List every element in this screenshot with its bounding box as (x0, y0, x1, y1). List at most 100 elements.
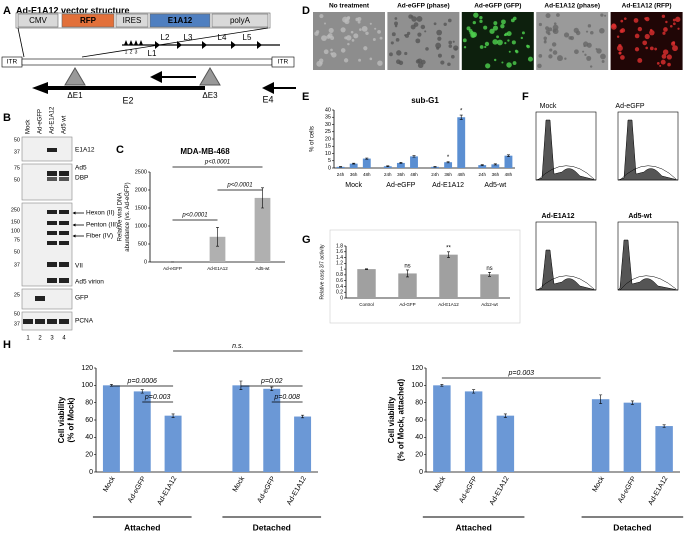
cell (394, 17, 398, 20)
histogram (617, 119, 679, 181)
cell (484, 41, 490, 47)
blot-band (35, 319, 45, 324)
x-tick-label: 36h (350, 172, 358, 177)
arrowhead (202, 41, 207, 49)
annotation: p=0.02 (260, 378, 283, 385)
cell (589, 65, 593, 68)
cell (417, 32, 422, 37)
label: ITR (278, 59, 289, 66)
cell (634, 33, 640, 39)
y-tick-label: 20 (85, 452, 93, 459)
cell (620, 55, 625, 60)
cell (585, 30, 589, 33)
y-tick-label: 120 (81, 365, 93, 372)
label: ΔE3 (202, 91, 218, 100)
cell (451, 54, 455, 59)
mw-marker: 25 (14, 292, 20, 298)
cell (537, 63, 542, 69)
cell (616, 45, 623, 52)
error-bar (412, 155, 416, 158)
cell (344, 18, 350, 25)
cell (512, 61, 517, 65)
cell (538, 22, 542, 27)
cell (489, 28, 495, 34)
bar (439, 254, 458, 298)
cell (411, 16, 417, 22)
group-label: Mock (345, 182, 362, 189)
y-tick-label: 2000 (135, 187, 147, 193)
cell (662, 31, 666, 35)
y-tick-label: 40 (415, 434, 423, 441)
x-tick-label: Ad-E1A12 (647, 475, 669, 506)
blot-band (47, 171, 57, 176)
cell (479, 15, 483, 20)
bar (396, 162, 405, 168)
y-axis-label: Cell viability (387, 396, 396, 443)
label: ITR (7, 59, 18, 66)
group-label: Attached (124, 522, 160, 532)
annotation: ns (404, 264, 410, 270)
cell (416, 15, 423, 22)
mw-marker: 50 (14, 311, 20, 317)
line (81, 27, 269, 58)
cell (584, 53, 587, 56)
y-tick-label: 10 (325, 151, 331, 157)
cell (563, 32, 570, 38)
y-tick-label: 0.6 (336, 278, 343, 284)
y-tick-label: 80 (415, 400, 423, 407)
cell (365, 31, 369, 35)
band-label: E1A12 (75, 147, 95, 154)
annotation: p=0.003 (144, 394, 171, 401)
label: 3 (135, 49, 138, 55)
error-bar (301, 414, 305, 419)
cell (395, 38, 400, 42)
error-bar (630, 400, 634, 405)
cell (448, 40, 453, 45)
e2-arrow (32, 82, 205, 94)
annotation: n.s. (232, 343, 243, 350)
micrograph (536, 12, 609, 70)
cell (656, 61, 660, 65)
y-tick-label: 2500 (135, 169, 147, 175)
y-tick-label: 60 (415, 417, 423, 424)
cell (463, 46, 467, 49)
cell (506, 31, 512, 37)
cell (355, 17, 359, 22)
cell (623, 17, 627, 20)
bar (478, 165, 487, 168)
construct-label: CMV (29, 16, 47, 25)
cell (454, 47, 458, 51)
cell (507, 39, 510, 42)
cell (377, 60, 383, 66)
x-tick-label: Mock (232, 475, 247, 493)
mw-marker: 37 (14, 321, 20, 327)
bar (433, 385, 451, 472)
y-tick-label: 25 (325, 129, 331, 135)
cell (361, 25, 368, 32)
bar (504, 155, 513, 168)
annotation: ** (446, 245, 451, 251)
panel-letter: B (3, 112, 11, 124)
label: L3 (184, 33, 193, 42)
y-tick-label: 0 (419, 469, 423, 476)
annotation: ns (486, 266, 492, 272)
label: 3 (50, 336, 54, 342)
cell (552, 50, 558, 55)
bar (254, 197, 271, 262)
label: E2 (122, 95, 133, 105)
band-label: Ad5 (75, 165, 87, 172)
mw-marker: 100 (11, 228, 20, 234)
blot (21, 163, 73, 201)
cell (472, 20, 476, 25)
annotation: p<0.0001 (226, 183, 252, 189)
arrowhead (257, 41, 262, 49)
cell (340, 27, 346, 33)
error-bar (480, 164, 484, 166)
cell (369, 57, 373, 61)
cell (604, 14, 607, 17)
cell (595, 48, 598, 51)
cell (671, 41, 676, 46)
image-label: Ad-E1A12 (phase) (544, 3, 600, 10)
y-tick-label: 1 (340, 266, 343, 272)
panel-letter: C (116, 144, 124, 156)
